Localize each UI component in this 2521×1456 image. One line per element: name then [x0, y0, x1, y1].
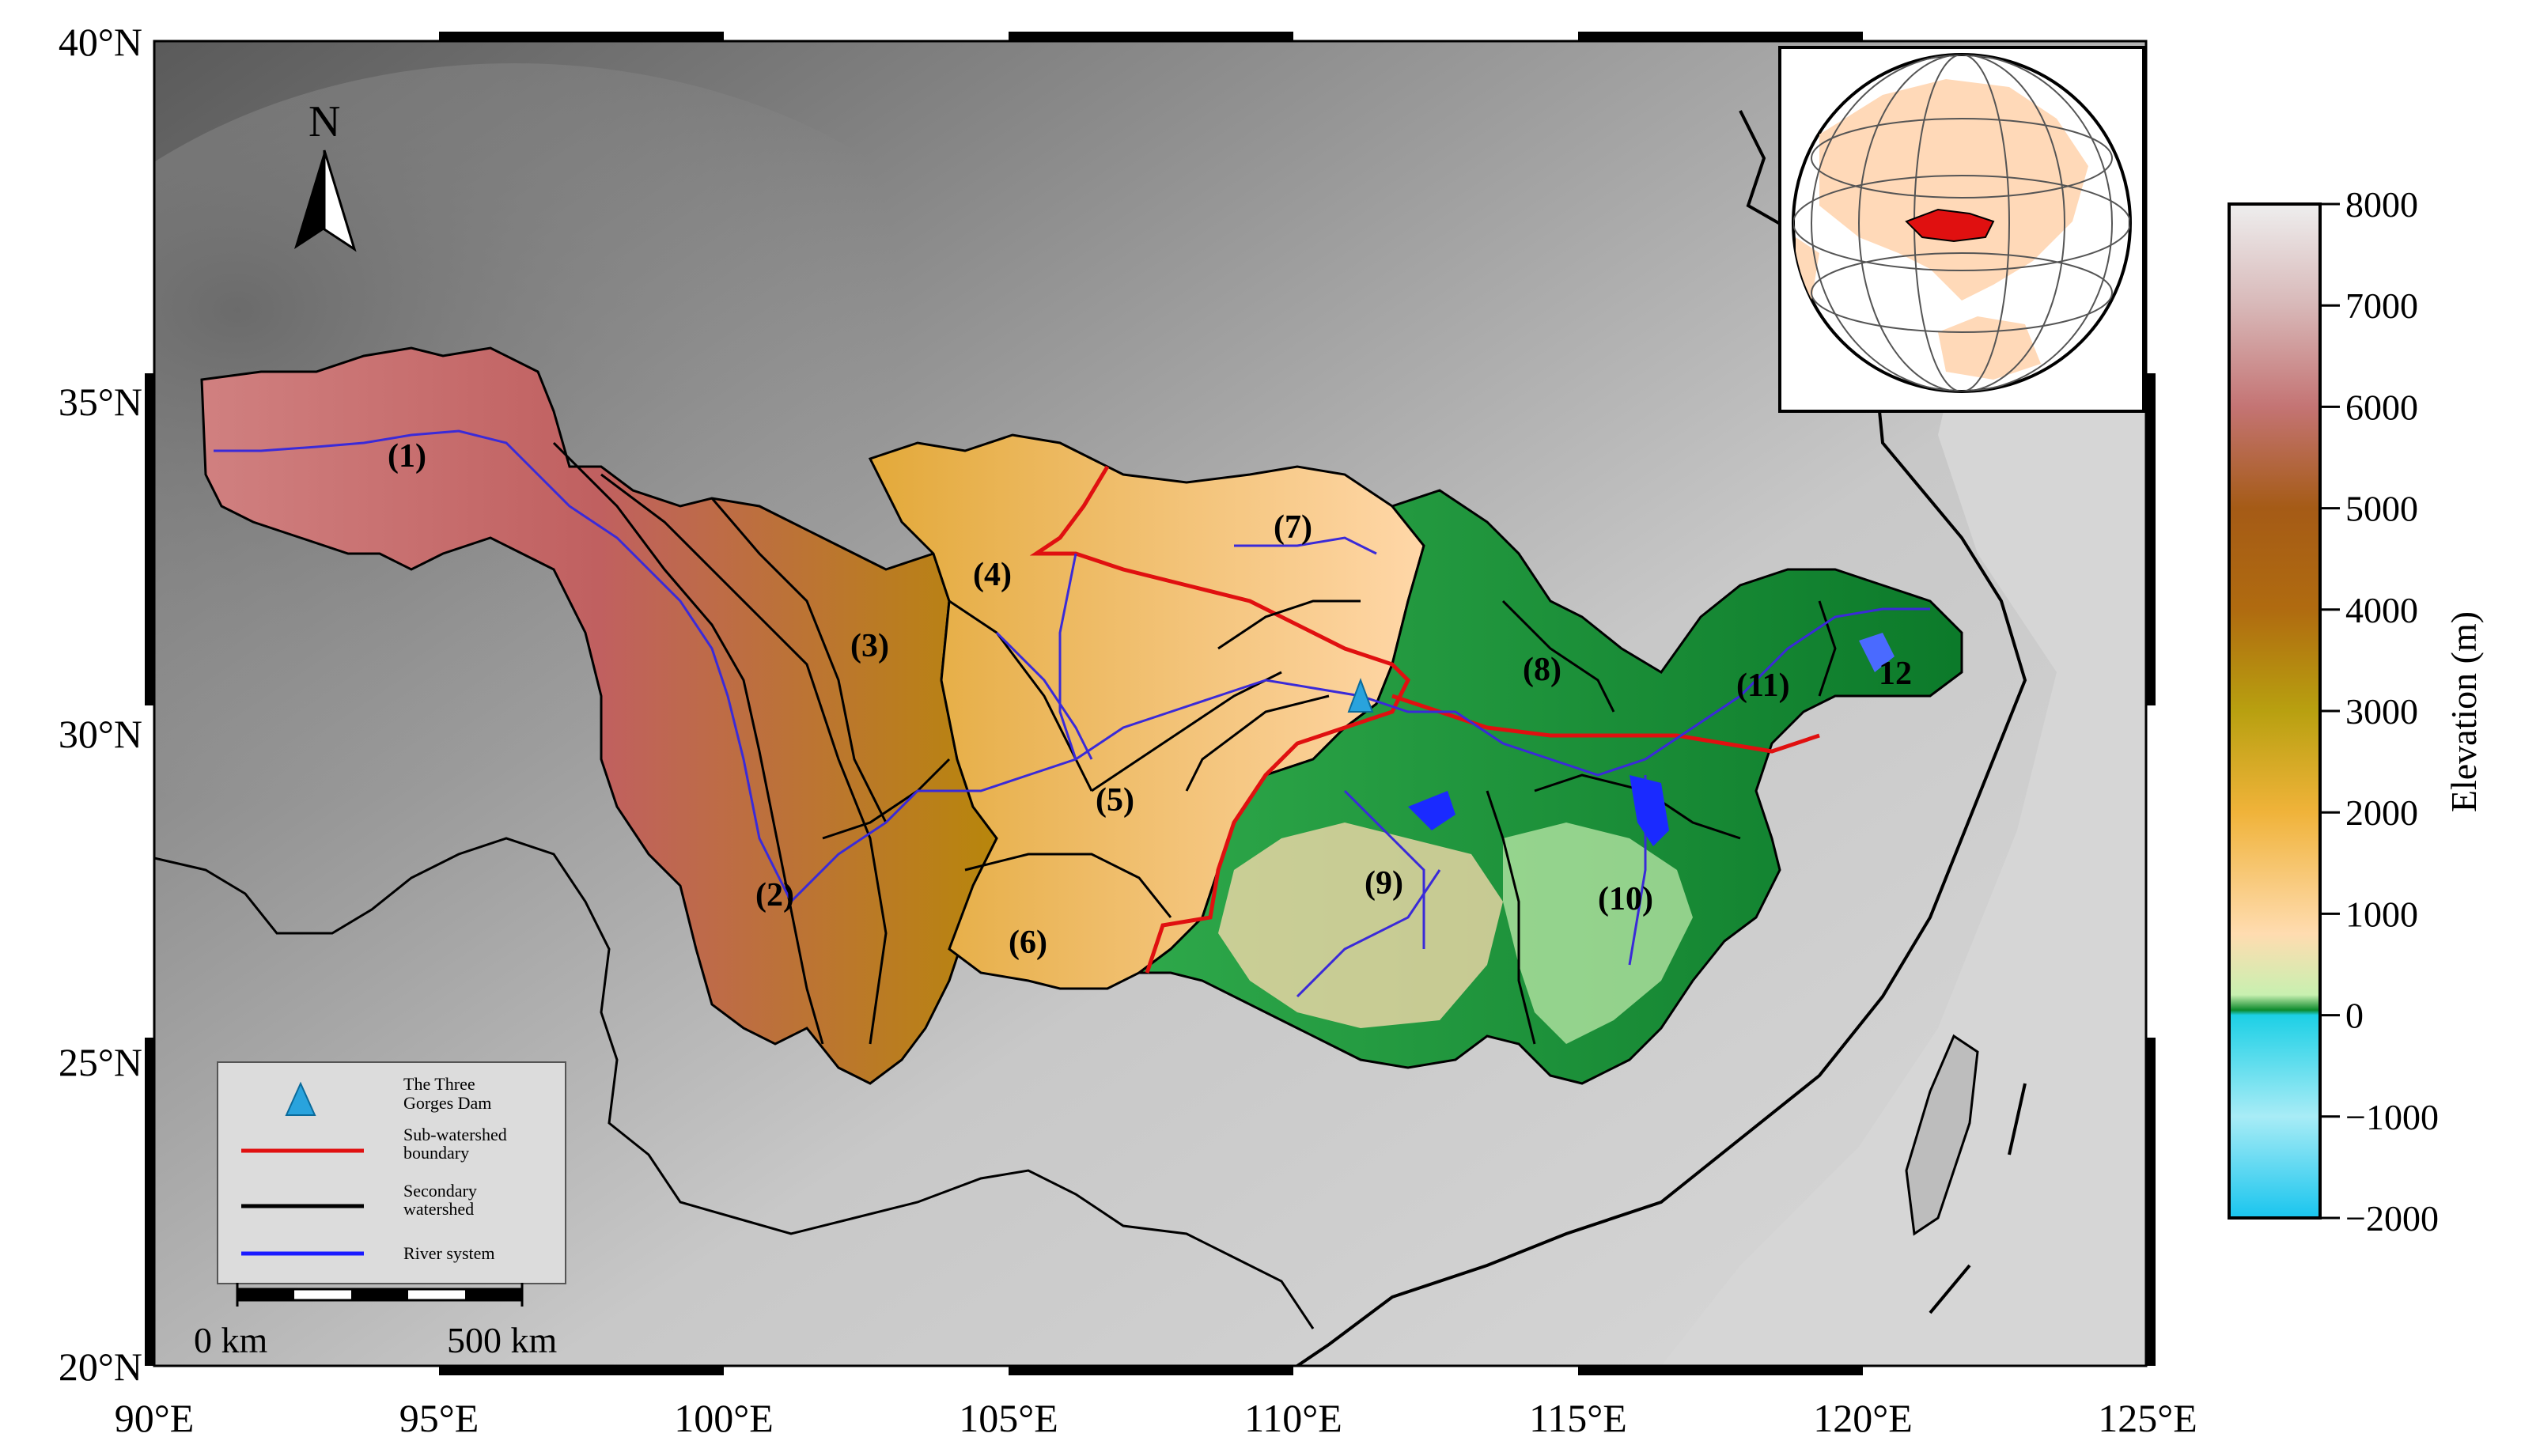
- basin-label-10: (10): [1598, 881, 1653, 917]
- legend-sec-line2: watershed: [403, 1199, 474, 1219]
- basin-label-2: (2): [755, 877, 794, 913]
- basin-label-12: 12: [1879, 656, 1912, 692]
- colorbar-tick-label: 3000: [2345, 691, 2418, 732]
- basin-labels: (1) (2) (3) (4) (5) (6) (7) (8) (9) (10)…: [388, 438, 1912, 961]
- scale-end: 500 km: [447, 1320, 558, 1360]
- frame-segment: [439, 32, 724, 41]
- lat-label-20: 20°N: [59, 1344, 142, 1389]
- legend-sec-line1: Secondary: [403, 1181, 477, 1201]
- basin-label-4: (4): [973, 557, 1012, 593]
- legend: The Three Gorges Dam Sub-watershed bound…: [217, 1061, 566, 1284]
- legend-dam-line1: The Three: [403, 1074, 475, 1094]
- lon-label-125: 125°E: [2098, 1396, 2197, 1440]
- scale-start: 0 km: [194, 1320, 268, 1360]
- taiwan-island: [1905, 1034, 1979, 1236]
- longitude-axis: 90°E 95°E 100°E 105°E 110°E 115°E 120°E …: [115, 1396, 2197, 1440]
- frame-segment: [1578, 32, 1863, 41]
- frame-segment: [2146, 1038, 2156, 1366]
- map-frame: [145, 32, 2156, 1375]
- sub-watershed-boundary: [1029, 465, 1820, 974]
- basin-label-5: (5): [1096, 782, 1134, 819]
- lat-label-35: 35°N: [59, 380, 142, 424]
- frame-segment: [1578, 1366, 1863, 1375]
- colorbar-tick-label: −2000: [2345, 1198, 2439, 1239]
- lon-label-105: 105°E: [959, 1396, 1058, 1440]
- legend-river: River system: [403, 1243, 495, 1263]
- colorbar-tick-label: −1000: [2345, 1097, 2439, 1137]
- poyang-lake: [1630, 775, 1669, 846]
- lat-label-30: 30°N: [59, 712, 142, 756]
- colorbar-tick-label: 0: [2345, 996, 2364, 1036]
- colorbar-tick-label: 5000: [2345, 489, 2418, 529]
- colorbar-tick-label: 4000: [2345, 590, 2418, 630]
- frame-segment: [2146, 373, 2156, 705]
- inset-globe: [1778, 46, 2145, 413]
- legend-sub-line1: Sub-watershed: [403, 1125, 507, 1144]
- three-gorges-dam-marker: [1347, 678, 1374, 713]
- scale-bar: 0 km 500 km: [194, 1283, 558, 1360]
- basin-label-8: (8): [1523, 652, 1561, 688]
- basin-label-6: (6): [1009, 925, 1047, 961]
- frame-segment: [439, 1366, 724, 1375]
- lon-label-115: 115°E: [1529, 1396, 1627, 1440]
- legend-dam-line2: Gorges Dam: [403, 1093, 491, 1113]
- frame-segment: [145, 373, 154, 705]
- latitude-axis: 40°N 35°N 30°N 25°N 20°N: [59, 20, 142, 1389]
- legend-sub-line2: boundary: [403, 1143, 469, 1163]
- dongting-lake: [1408, 791, 1455, 830]
- taihu-lake: [1859, 633, 1895, 672]
- lon-label-95: 95°E: [399, 1396, 479, 1440]
- basin-west: [200, 346, 998, 1085]
- frame-segment: [1009, 32, 1293, 41]
- colorbar: 8000 7000 6000 5000 4000 3000 2000 1000 0 −1000 −2…: [2228, 184, 2484, 1239]
- triangle-icon: [285, 1081, 316, 1116]
- lon-label-110: 110°E: [1244, 1396, 1342, 1440]
- colorbar-tick-label: 2000: [2345, 792, 2418, 833]
- colorbar-tick-label: 6000: [2345, 387, 2418, 427]
- lon-label-90: 90°E: [115, 1396, 195, 1440]
- basin-label-9: (9): [1365, 865, 1403, 902]
- basin-label-11: (11): [1736, 667, 1790, 704]
- lon-label-120: 120°E: [1813, 1396, 1913, 1440]
- lat-label-25: 25°N: [59, 1040, 142, 1084]
- north-arrow-label: N: [309, 97, 340, 146]
- colorbar-tick-label: 7000: [2345, 286, 2418, 326]
- basin-label-3: (3): [850, 628, 889, 664]
- frame-segment: [145, 1038, 154, 1366]
- inset-yangtze-basin: [1905, 208, 1995, 243]
- lon-label-100: 100°E: [674, 1396, 774, 1440]
- lat-label-40: 40°N: [59, 20, 142, 64]
- colorbar-tick-label: 1000: [2345, 894, 2418, 934]
- basin-label-1: (1): [388, 438, 426, 475]
- colorbar-tick-label: 8000: [2345, 184, 2418, 225]
- national-border: [154, 837, 1315, 1329]
- basin-label-7: (7): [1274, 509, 1312, 546]
- frame-segment: [1009, 1366, 1293, 1375]
- colorbar-title: Elevation (m): [2443, 611, 2484, 812]
- north-arrow-icon: N: [294, 97, 357, 252]
